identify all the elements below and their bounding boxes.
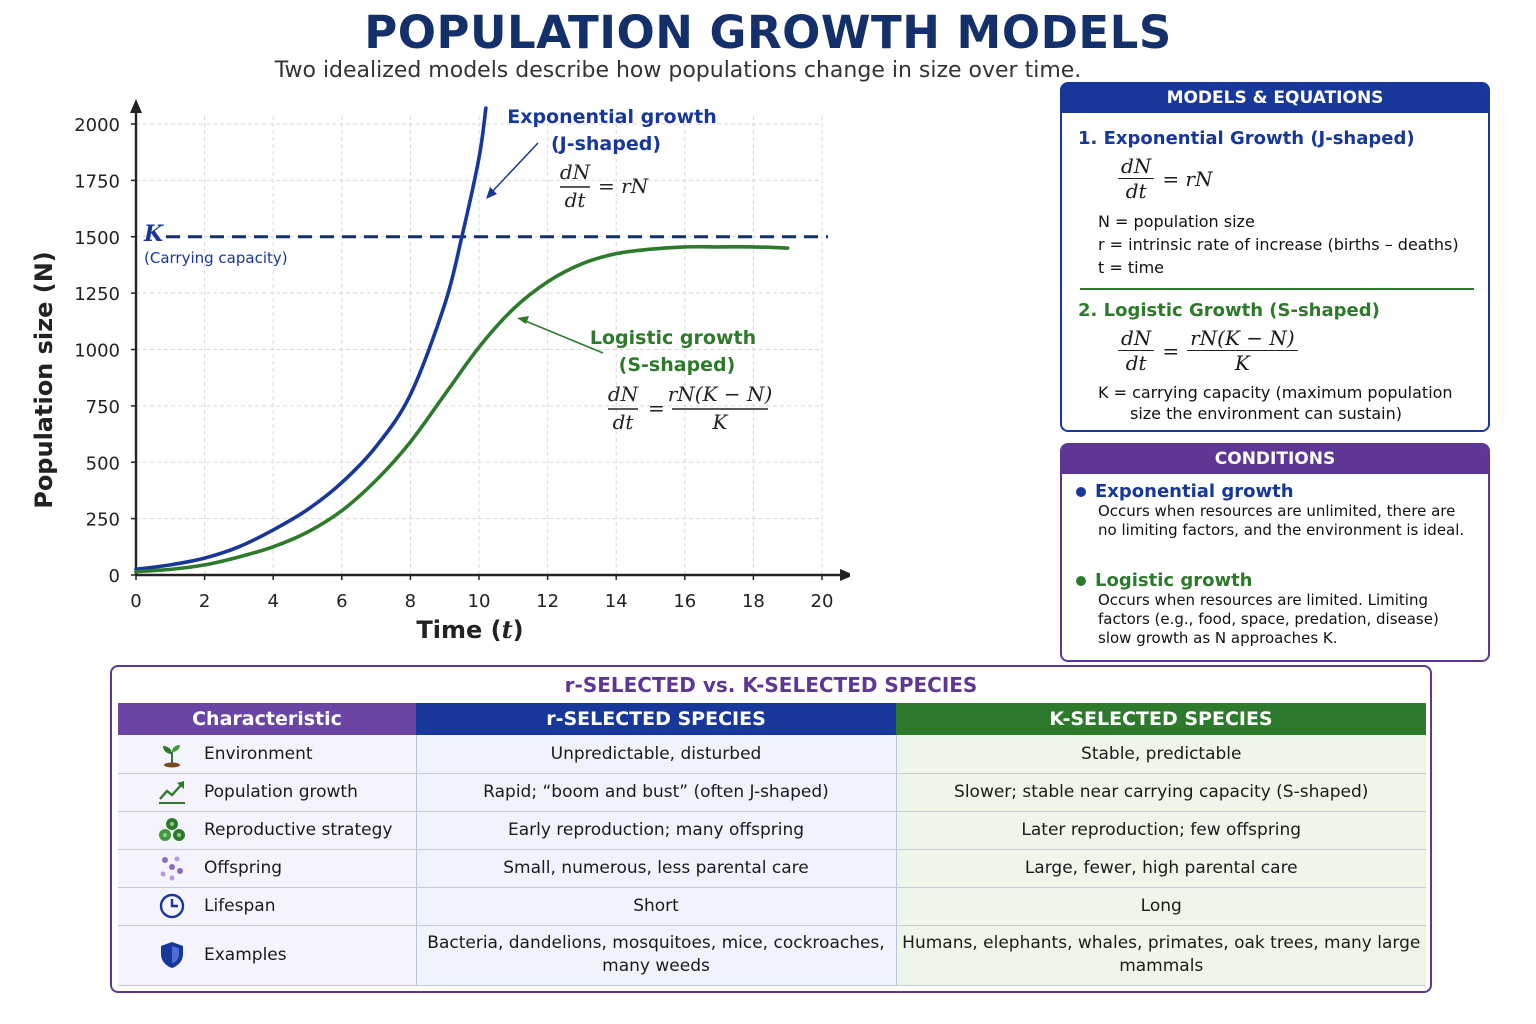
- rk-comparison-panel: r-SELECTED vs. K-SELECTED SPECIES Charac…: [110, 665, 1432, 993]
- log-arrowhead: [517, 316, 529, 324]
- exponential-curve: [134, 106, 488, 572]
- dots-icon: [156, 852, 188, 884]
- log-eq-num: dN: [608, 382, 640, 406]
- x-tick-label: 16: [673, 591, 696, 612]
- log-annotation-subtitle: (S-shaped): [619, 354, 736, 376]
- log-definitions: K = carrying capacity (maximum populatio…: [1098, 383, 1453, 423]
- table-row: Offspring Small, numerous, less parental…: [118, 849, 1426, 888]
- header-k-selected: K-SELECTED SPECIES: [896, 703, 1426, 735]
- log-eq-rnum: rN(K − N): [668, 382, 773, 406]
- bullet-icon: [1076, 486, 1086, 497]
- y-tick-label: 0: [109, 566, 120, 587]
- x-tick-label: 0: [130, 591, 141, 612]
- exp-annotation-title: Exponential growth: [507, 106, 717, 128]
- x-tick-label: 12: [536, 591, 559, 612]
- exp-definitions: N = population size r = intrinsic rate o…: [1098, 212, 1459, 277]
- bullet-icon: [1076, 575, 1086, 586]
- trend-up-icon: [156, 776, 188, 808]
- exp-model-title: 1. Exponential Growth (J-shaped): [1078, 128, 1415, 149]
- x-tick-label: 4: [267, 591, 278, 612]
- chart-axes: [130, 99, 850, 581]
- y-tick-label: 1750: [74, 171, 120, 192]
- y-tick-label: 1500: [74, 228, 120, 249]
- log-eq-equals: =: [648, 396, 665, 420]
- table-row: Population growth Rapid; “boom and bust”…: [118, 773, 1426, 812]
- x-axis-label: Time (t): [416, 615, 523, 644]
- condition-exponential: Exponential growth Occurs when resources…: [1076, 481, 1476, 540]
- log-eq-den: dt: [613, 410, 635, 434]
- x-tick-label: 8: [405, 591, 416, 612]
- exp-annotation-subtitle: (J-shaped): [551, 133, 661, 155]
- header-characteristic: Characteristic: [118, 703, 416, 735]
- x-tick-label: 14: [605, 591, 628, 612]
- y-tick-label: 750: [86, 397, 120, 418]
- y-axis-label: Population size (N): [30, 251, 58, 509]
- y-axis-arrow-icon: [130, 99, 142, 113]
- y-tick-label: 1250: [74, 284, 120, 305]
- exp-arrowhead: [486, 187, 497, 199]
- k-label: K: [143, 221, 164, 247]
- models-panel: MODELS & EQUATIONS 1. Exponential Growth…: [1060, 82, 1490, 432]
- condition-logistic: Logistic growth Occurs when resources ar…: [1076, 570, 1476, 648]
- x-tick-label: 20: [811, 591, 834, 612]
- page-subtitle: Two idealized models describe how popula…: [274, 58, 1082, 83]
- logistic-curve: [134, 244, 790, 574]
- chart-ticks: 0 2 4 6 8 10 12 14 16 18 20 0 250 500 750 1000 1250 1500 1…: [74, 115, 833, 612]
- log-model-title: 2. Logistic Growth (S-shaped): [1078, 300, 1380, 321]
- table-row: Reproductive strategy Early reproduction…: [118, 811, 1426, 850]
- clock-icon: [156, 890, 188, 922]
- cluster-icon: [156, 814, 188, 846]
- table-row: Lifespan Short Long: [118, 887, 1426, 926]
- log-eq-rden: K: [712, 410, 729, 434]
- models-separator: [1080, 288, 1474, 290]
- exp-eq-rhs: = rN: [598, 174, 650, 198]
- header-r-selected: r-SELECTED SPECIES: [416, 703, 896, 735]
- page-title: POPULATION GROWTH MODELS: [364, 6, 1172, 59]
- table-row: Examples Bacteria, dandelions, mosquitoe…: [118, 925, 1426, 986]
- log-model-equation: dN dt = rN(K − N) K: [1118, 326, 1298, 375]
- log-arrow: [522, 319, 604, 354]
- shield-icon: [156, 939, 188, 971]
- y-tick-label: 2000: [74, 115, 120, 136]
- y-tick-label: 1000: [74, 341, 120, 362]
- x-tick-label: 6: [336, 591, 347, 612]
- table-row: Environment Unpredictable, disturbed Sta…: [118, 735, 1426, 774]
- x-tick-label: 10: [468, 591, 491, 612]
- rk-title: r-SELECTED vs. K-SELECTED SPECIES: [564, 673, 978, 697]
- chart-series: [134, 106, 790, 574]
- rk-table: Characteristic r-SELECTED SPECIES K-SELE…: [118, 703, 1426, 986]
- x-tick-label: 18: [742, 591, 765, 612]
- exp-eq-num: dN: [560, 160, 592, 184]
- conditions-header: CONDITIONS: [1062, 445, 1488, 474]
- y-tick-label: 500: [86, 453, 120, 474]
- exp-model-equation: dN dt = rN: [1118, 154, 1213, 203]
- y-tick-label: 250: [86, 510, 120, 531]
- sprout-icon: [156, 738, 188, 770]
- k-sublabel: (Carrying capacity): [144, 249, 288, 267]
- growth-chart: 0 2 4 6 8 10 12 14 16 18 20 0 250 500 750 1000 1250 1500 1…: [30, 99, 850, 644]
- models-header: MODELS & EQUATIONS: [1062, 84, 1488, 113]
- exp-arrow: [489, 142, 539, 195]
- conditions-panel: CONDITIONS Exponential growth Occurs whe…: [1060, 443, 1490, 662]
- x-axis-arrow-icon: [840, 569, 850, 581]
- log-annotation-title: Logistic growth: [590, 327, 756, 349]
- exp-eq-den: dt: [565, 188, 587, 212]
- x-tick-label: 2: [199, 591, 210, 612]
